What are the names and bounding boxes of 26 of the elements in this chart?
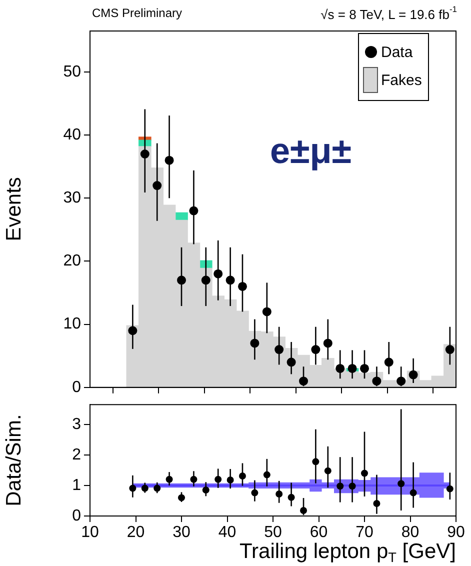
y-tick-label: 3 [72, 416, 82, 433]
legend-label: Fakes [381, 72, 422, 88]
y-tick-label: 10 [63, 316, 82, 333]
x-axis-title: Trailing lepton p$_{T}$ [GeV] [239, 540, 456, 566]
x-tick-label: 70 [356, 524, 374, 542]
y-tick-label: 50 [63, 63, 82, 80]
x-tick-label: 80 [401, 524, 420, 542]
y-tick-label: 0 [72, 378, 82, 396]
y-tick-label: 20 [63, 252, 82, 270]
y-tick-label: 1 [72, 476, 82, 494]
legend-label: Data [381, 44, 413, 60]
text: CMS Preliminary [92, 6, 182, 20]
y-axis-title: Data/Sim. [2, 414, 26, 506]
x-tick-label: 30 [172, 524, 190, 542]
x-tick-label: 90 [447, 524, 465, 542]
x-tick-label: 50 [264, 524, 282, 542]
x-tick-label: 60 [310, 524, 328, 542]
annotation: e±μ± [270, 130, 352, 172]
y-tick-label: 40 [63, 126, 82, 144]
x-tick-label: 20 [126, 524, 145, 542]
text: √s = 8 TeV, L = 19.6 fb$^{-1}$ [320, 4, 457, 22]
y-tick-label: 30 [63, 190, 82, 207]
y-tick-label: 0 [72, 507, 82, 524]
x-tick-label: 40 [218, 524, 236, 542]
y-axis-title: Events [2, 177, 26, 242]
y-tick-label: 2 [72, 446, 82, 464]
